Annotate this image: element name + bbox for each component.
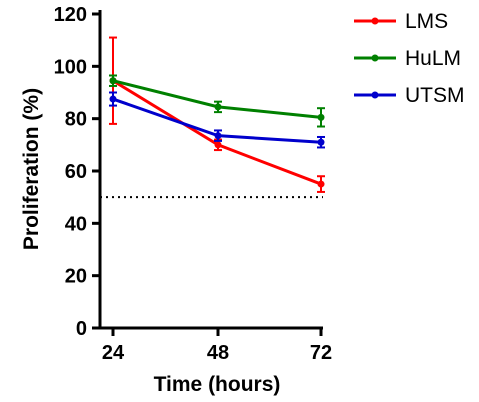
y-tick-label: 60 xyxy=(65,161,87,183)
x-tick-label: 24 xyxy=(102,342,125,364)
y-tick-label: 20 xyxy=(65,266,87,288)
plot-area: 0 20 40 60 80 100 120 24 48 72 xyxy=(54,4,333,364)
data-point xyxy=(215,103,222,110)
data-point xyxy=(215,141,222,148)
x-tick-label: 72 xyxy=(310,342,332,364)
legend-item-utsm: UTSM xyxy=(354,84,465,107)
x-axis-title: Time (hours) xyxy=(154,373,281,396)
data-point xyxy=(110,96,117,103)
legend-item-lms: LMS xyxy=(354,10,448,33)
legend-item-hulm: HuLM xyxy=(354,47,461,70)
legend: LMS HuLM UTSM xyxy=(354,10,465,107)
y-tick-label: 40 xyxy=(65,213,87,235)
legend-label: UTSM xyxy=(405,84,465,107)
y-axis-title: Proliferation (%) xyxy=(20,88,43,250)
legend-marker xyxy=(372,92,379,99)
legend-marker xyxy=(372,18,379,25)
legend-label: LMS xyxy=(405,10,448,33)
y-tick-label: 0 xyxy=(76,318,87,340)
x-tick-label: 48 xyxy=(207,342,229,364)
y-tick-label: 80 xyxy=(65,109,87,131)
legend-label: HuLM xyxy=(405,47,461,70)
series-hulm xyxy=(109,75,325,126)
data-point xyxy=(318,181,325,188)
data-point xyxy=(318,139,325,146)
data-point xyxy=(215,132,222,139)
y-tick-label: 120 xyxy=(54,4,87,26)
data-point xyxy=(110,77,117,84)
legend-marker xyxy=(372,55,379,62)
data-point xyxy=(318,114,325,121)
y-tick-label: 100 xyxy=(54,56,87,78)
